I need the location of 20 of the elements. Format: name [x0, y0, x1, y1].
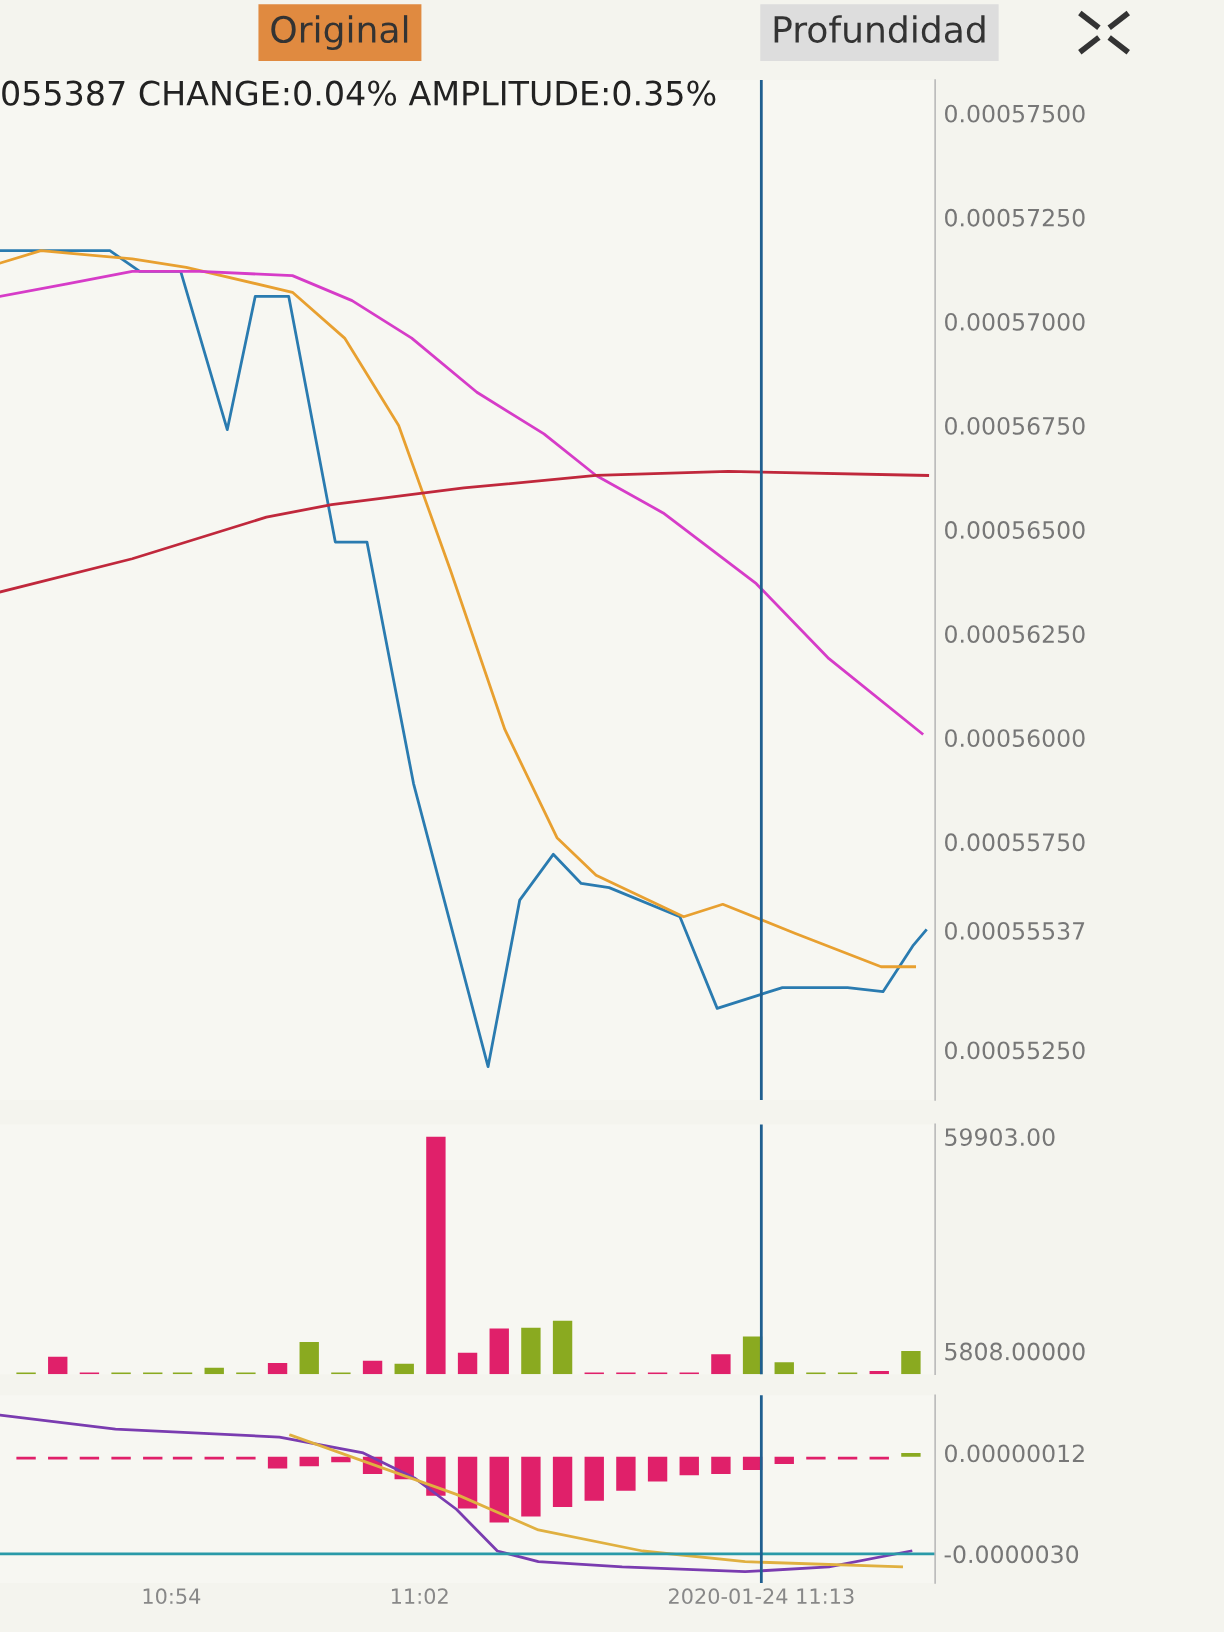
- y-tick-label: 0.00000012: [945, 1444, 1084, 1463]
- y-tick-label: 0.00057500: [945, 104, 1085, 123]
- y-tick-label: 0.00057250: [945, 208, 1085, 227]
- y-tick-label: 0.00056000: [945, 729, 1085, 748]
- y-tick-label: 0.00055250: [945, 1041, 1085, 1060]
- y-tick-label: 0.00056750: [945, 416, 1085, 435]
- y-tick-label: 0.00057000: [945, 312, 1085, 331]
- text: Original: [271, 15, 408, 51]
- text: Profundidad: [774, 15, 985, 44]
- y-tick-label: 59903.00: [945, 1128, 1055, 1147]
- x-tick-label: 2020-01-24 11:13: [668, 1588, 854, 1605]
- x-tick-label: 11:02: [391, 1588, 448, 1605]
- y-tick-label: 5808.00000: [945, 1342, 1085, 1361]
- y-tick-label: 0.00055750: [945, 833, 1085, 852]
- y-tick-label: 0.00056250: [945, 625, 1085, 643]
- y-tick-label: 0.00056500: [945, 521, 1085, 539]
- chart-title: 055387 CHANGE:0.04% AMPLITUDE:0.35%: [2, 80, 716, 106]
- y-tick-label: -0.0000030: [944, 1545, 1079, 1564]
- y-tick-label: 0.00055537: [945, 921, 1085, 940]
- x-tick-label: 10:54: [143, 1588, 201, 1605]
